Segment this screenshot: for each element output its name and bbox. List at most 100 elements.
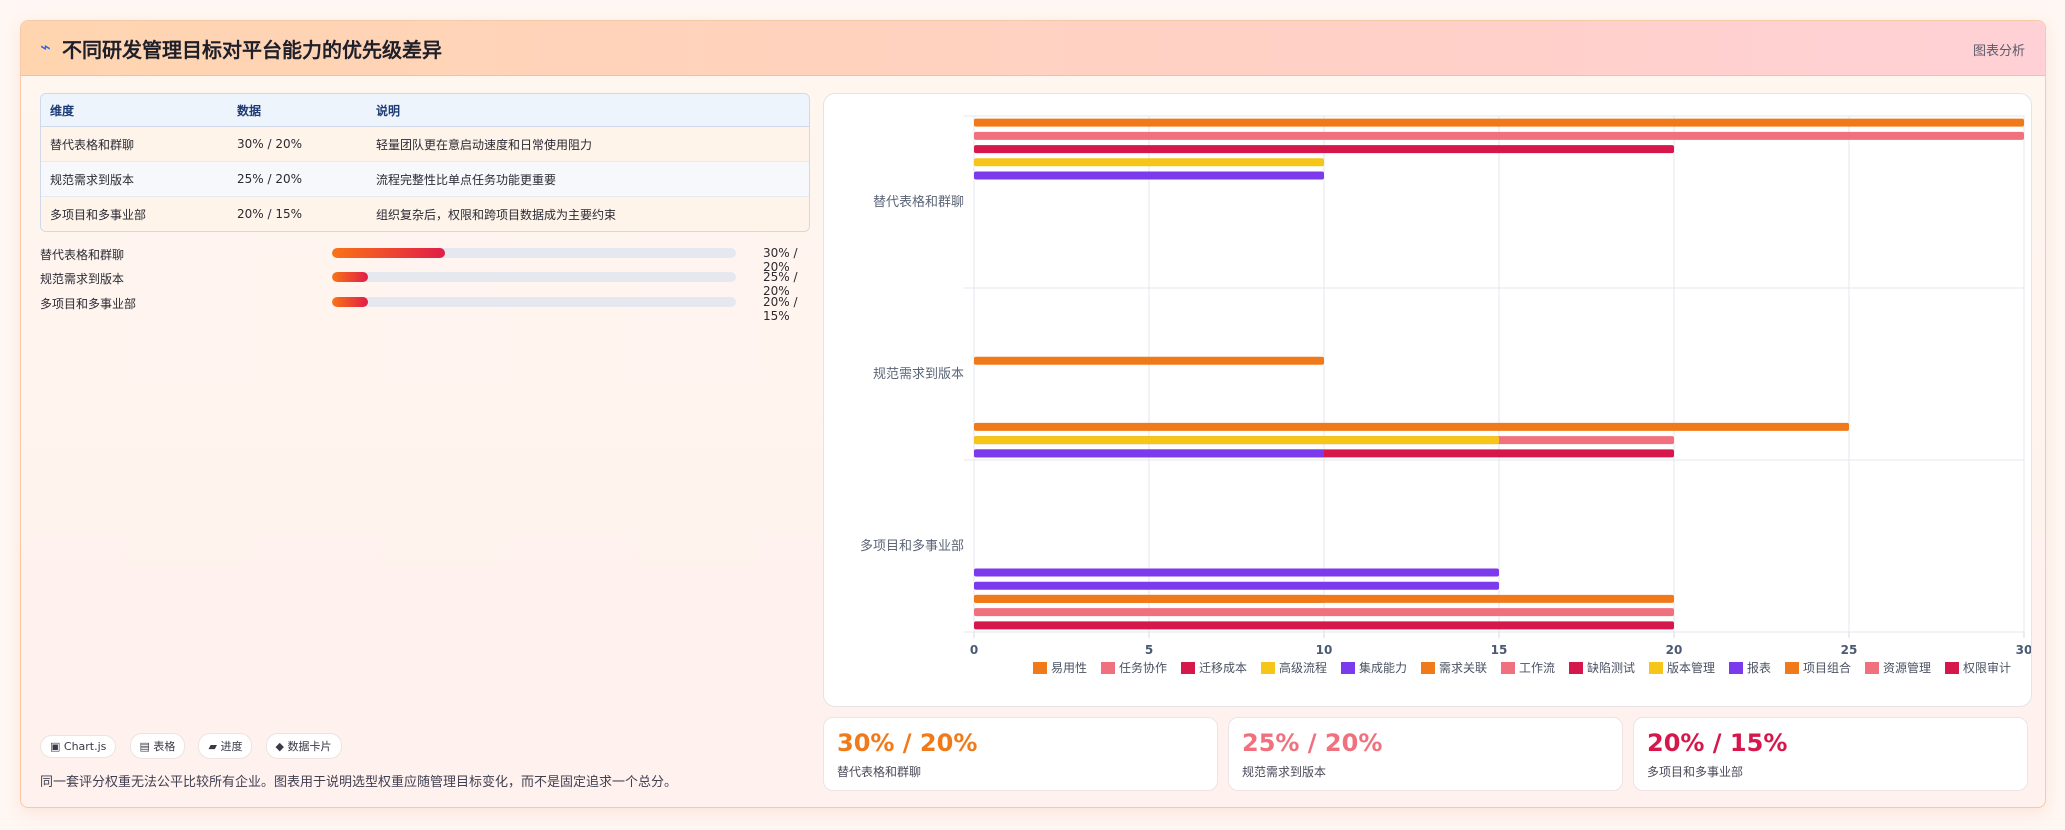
- x-tick-label: 15: [1491, 643, 1508, 657]
- legend-swatch: [1945, 662, 1959, 674]
- bar: [974, 621, 1674, 630]
- legend-swatch: [1261, 662, 1275, 674]
- legend-label: 集成能力: [1359, 660, 1407, 675]
- legend-swatch: [1785, 662, 1799, 674]
- progress-track: [332, 248, 736, 258]
- header-bar: ⌁ 不同研发管理目标对平台能力的优先级差异 图表分析: [21, 21, 2045, 76]
- x-tick-label: 5: [1145, 643, 1153, 657]
- bar: [974, 145, 1674, 154]
- table-cell: 30% / 20%: [228, 127, 367, 162]
- legend-label: 易用性: [1051, 661, 1087, 675]
- bar: [974, 436, 1499, 445]
- bar: [974, 449, 1324, 458]
- legend-label: 版本管理: [1667, 660, 1715, 675]
- stat-label: 规范需求到版本: [1242, 765, 1327, 779]
- legend-swatch: [1865, 662, 1879, 674]
- chart-panel: 0 5 10 15 20 25 30 替代表格和群聊 规范需求到版本 多项目和多事业部 易用性 任务协…: [823, 93, 2032, 707]
- data-table: 维度 数据 说明 替代表格和群聊 30% / 20% 轻量团队更在意启动速度和日…: [40, 93, 810, 232]
- progress-track: [332, 272, 736, 282]
- table-cell: 多项目和多事业部: [41, 197, 228, 231]
- stat-label: 替代表格和群聊: [837, 765, 922, 779]
- progress-label: 规范需求到版本: [40, 272, 125, 286]
- bar: [974, 118, 2024, 127]
- stat-card: 20% / 15% 多项目和多事业部: [1633, 717, 2028, 791]
- y-category-label: 替代表格和群聊: [873, 194, 964, 210]
- stat-label: 多项目和多事业部: [1647, 765, 1744, 779]
- progress-value: 20% / 15%: [763, 295, 798, 323]
- progress-row: 规范需求到版本 25% / 20%: [40, 267, 825, 298]
- legend-label: 迁移成本: [1199, 661, 1247, 675]
- table-row: 规范需求到版本 25% / 20% 流程完整性比单点任务功能更重要: [41, 162, 809, 197]
- table-cell: 替代表格和群聊: [41, 127, 228, 162]
- table-cell: 20% / 15%: [228, 197, 367, 231]
- progress-row: 多项目和多事业部 20% / 15%: [40, 292, 825, 323]
- legend-label: 需求关联: [1439, 661, 1487, 675]
- bar: [974, 594, 1674, 603]
- legend-swatch: [1181, 662, 1195, 674]
- progress-label: 替代表格和群聊: [40, 248, 125, 262]
- legend-label: 权限审计: [1963, 660, 2011, 675]
- legend-label: 资源管理: [1883, 660, 1931, 675]
- bar: [974, 568, 1499, 577]
- y-category-label: 多项目和多事业部: [860, 538, 964, 554]
- legend-label: 工作流: [1519, 661, 1555, 675]
- bar: [974, 422, 1849, 431]
- table-row: 多项目和多事业部 20% / 15% 组织复杂后，权限和跨项目数据成为主要约束: [41, 197, 809, 231]
- bar: [974, 581, 1499, 590]
- feature-chips: ▣ Chart.js ▤ 表格 ▰ 进度 ◆ 数据卡片: [40, 733, 350, 759]
- legend-swatch: [1649, 662, 1663, 674]
- progress-fill: [332, 297, 369, 307]
- chip-progress[interactable]: ▰ 进度: [198, 733, 253, 759]
- chip-chartjs[interactable]: ▣ Chart.js: [40, 735, 117, 758]
- chip-data-card[interactable]: ◆ 数据卡片: [265, 733, 342, 759]
- progress-label: 多项目和多事业部: [40, 297, 137, 311]
- x-tick-label: 25: [1841, 643, 1858, 657]
- progress-row: 替代表格和群聊 30% / 20%: [40, 243, 825, 274]
- x-tick-label: 30: [2016, 643, 2031, 657]
- progress-value: 30% / 20%: [763, 246, 798, 274]
- stat-value: 25% / 20%: [1242, 729, 1383, 757]
- progress-fill: [332, 272, 369, 282]
- legend-label: 项目组合: [1803, 660, 1851, 675]
- bar: [974, 608, 1674, 617]
- x-tick-label: 10: [1316, 643, 1333, 657]
- footnote: 同一套评分权重无法公平比较所有企业。图表用于说明选型权重应随管理目标变化，而不是…: [40, 775, 678, 790]
- header-tag: 图表分析: [1972, 44, 2025, 59]
- stat-value: 30% / 20%: [837, 729, 978, 757]
- legend-swatch: [1341, 662, 1355, 674]
- table-cell: 轻量团队更在意启动速度和日常使用阻力: [367, 127, 809, 162]
- legend-swatch: [1501, 662, 1515, 674]
- legend-label: 高级流程: [1279, 660, 1327, 675]
- dashboard-card: ⌁ 不同研发管理目标对平台能力的优先级差异 图表分析 维度 数据 说明 替代表格…: [20, 20, 2046, 808]
- legend-swatch: [1033, 662, 1047, 674]
- x-tick-label: 20: [1666, 643, 1683, 657]
- bar: [974, 356, 1324, 365]
- progress-fill: [332, 248, 446, 258]
- stat-value: 20% / 15%: [1647, 729, 1788, 757]
- table-cell: 流程完整性比单点任务功能更重要: [367, 162, 809, 197]
- column-header: 说明: [367, 94, 809, 127]
- chip-table[interactable]: ▤ 表格: [129, 733, 186, 759]
- column-header: 数据: [228, 94, 367, 127]
- legend-swatch: [1421, 662, 1435, 674]
- stat-card: 25% / 20% 规范需求到版本: [1228, 717, 1623, 791]
- bar: [974, 131, 2024, 140]
- table-cell: 组织复杂后，权限和跨项目数据成为主要约束: [367, 197, 809, 231]
- legend-label: 报表: [1747, 660, 1771, 675]
- bolt-icon: ⌁: [40, 37, 51, 58]
- progress-track: [332, 297, 736, 307]
- stat-card: 30% / 20% 替代表格和群聊: [823, 717, 1218, 791]
- table-header-row: 维度 数据 说明: [41, 94, 809, 127]
- legend-swatch: [1729, 662, 1743, 674]
- table-row: 替代表格和群聊 30% / 20% 轻量团队更在意启动速度和日常使用阻力: [41, 127, 809, 162]
- bar: [974, 158, 1324, 167]
- legend-swatch: [1569, 662, 1583, 674]
- legend-swatch: [1101, 662, 1115, 674]
- page-title: 不同研发管理目标对平台能力的优先级差异: [62, 38, 442, 62]
- column-header: 维度: [41, 94, 228, 127]
- progress-value: 25% / 20%: [763, 270, 798, 298]
- y-category-label: 规范需求到版本: [873, 367, 964, 382]
- bar: [974, 171, 1324, 180]
- legend-label: 任务协作: [1119, 660, 1167, 675]
